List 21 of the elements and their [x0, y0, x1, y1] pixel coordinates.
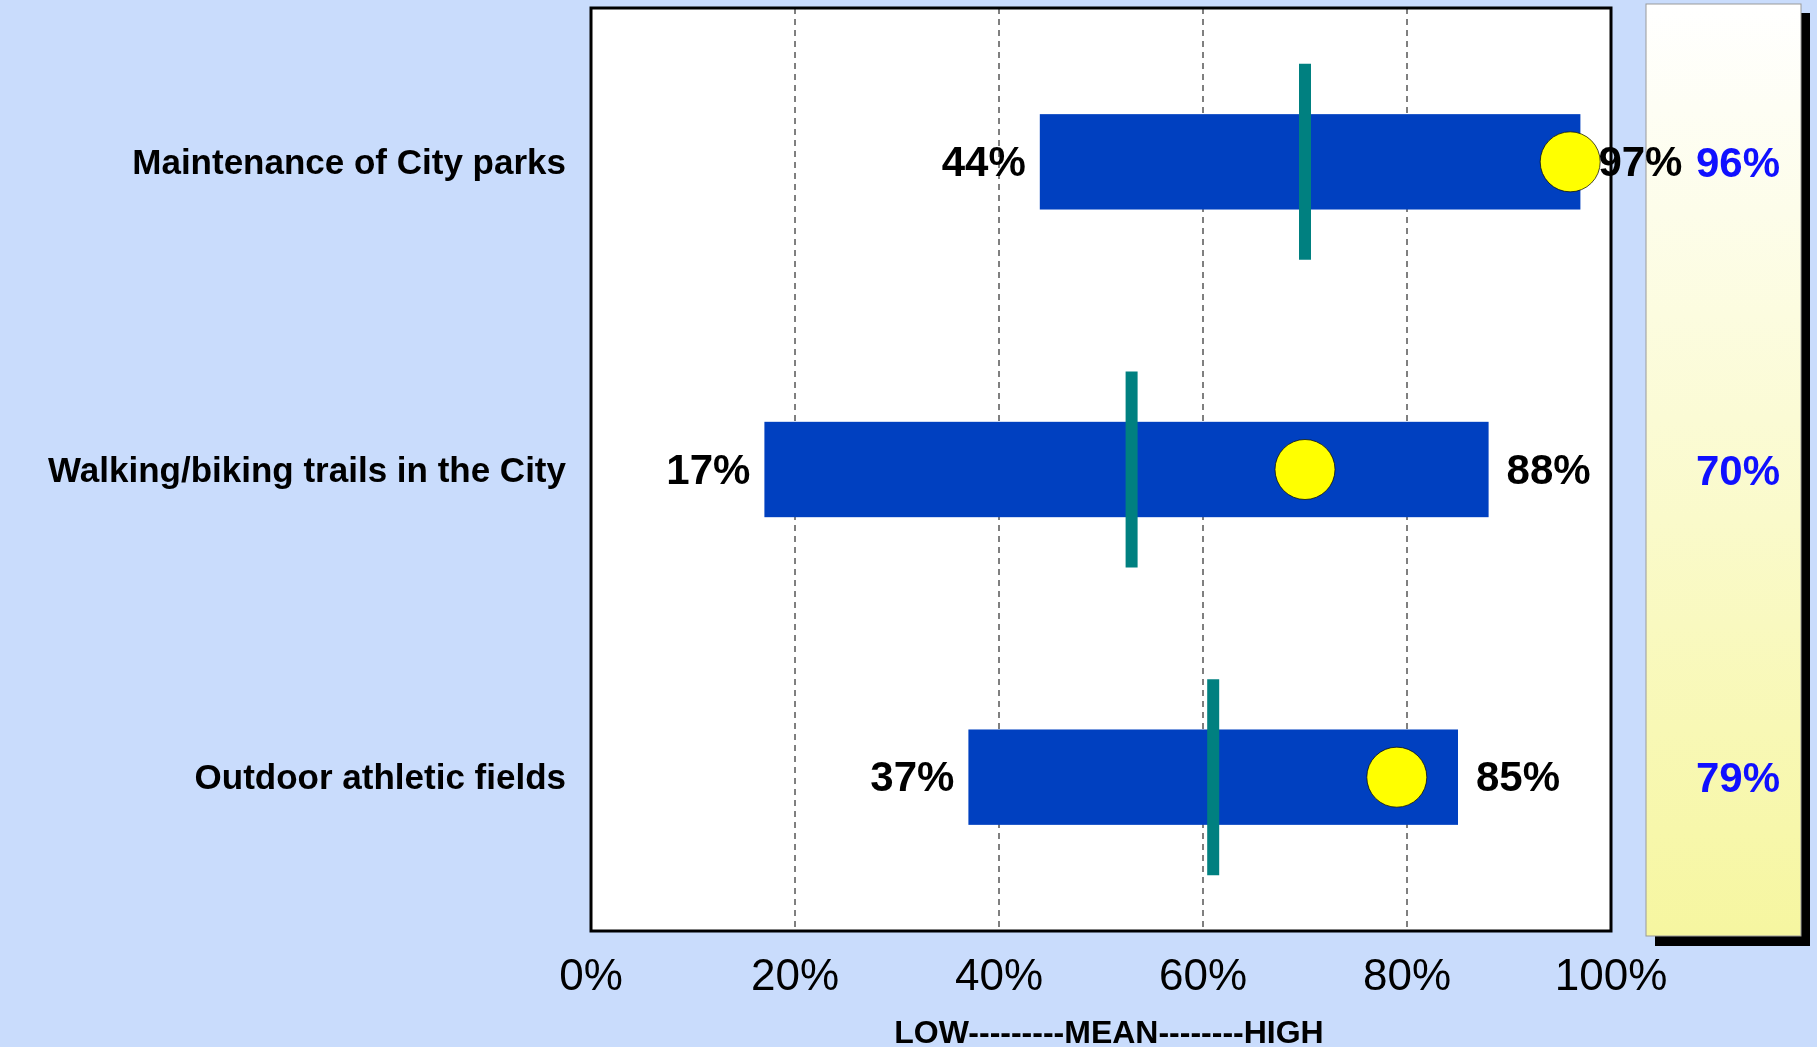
data-label: 70% — [1695, 446, 1781, 494]
annotation: 44% — [941, 137, 1026, 185]
y-tick-label: Maintenance of City parks — [132, 141, 566, 181]
bar — [1039, 114, 1581, 210]
y-tick-label: Outdoor athletic fields — [194, 757, 566, 797]
x-axis-title: LOW---------MEAN--------HIGH — [894, 1014, 1324, 1047]
annotation: 88% — [1506, 445, 1591, 493]
annotation: 37% — [870, 753, 955, 801]
bar — [764, 421, 1489, 518]
y-tick-label: Walking/biking trails in the City — [48, 449, 567, 489]
x-tick-label: 0% — [559, 950, 623, 999]
data-label: 79% — [1695, 754, 1781, 802]
x-tick-label: 100% — [1554, 950, 1668, 999]
annotation: 85% — [1476, 753, 1561, 801]
x-tick-label: 20% — [750, 950, 840, 999]
x-tick-label: 40% — [954, 950, 1044, 999]
x-tick-label: 80% — [1362, 950, 1452, 999]
bar — [968, 729, 1458, 825]
x-tick-label: 60% — [1158, 950, 1248, 999]
data-label: 96% — [1695, 138, 1781, 186]
annotation: 17% — [666, 445, 751, 493]
